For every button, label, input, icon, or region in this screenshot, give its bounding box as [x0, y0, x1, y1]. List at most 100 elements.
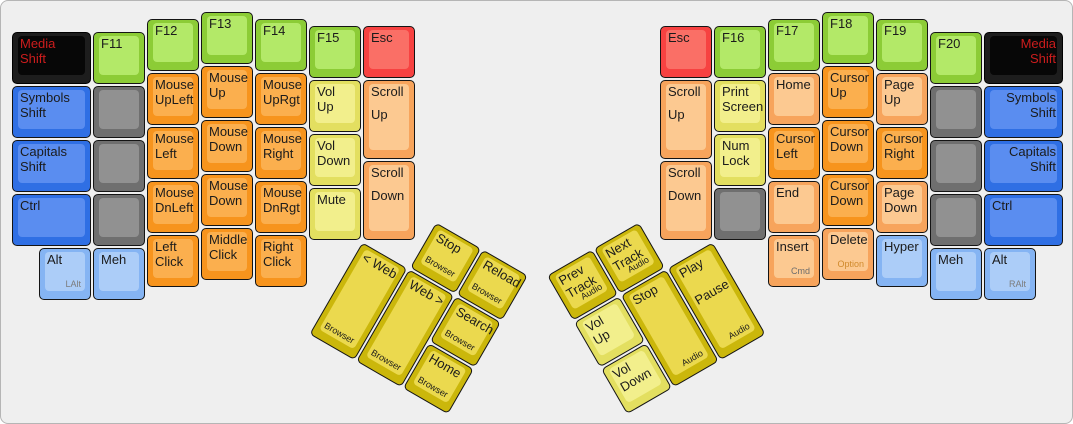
- mouse-up-key[interactable]: Mouse Up: [201, 66, 253, 118]
- alt-left-key[interactable]: Alt LAlt: [39, 248, 91, 301]
- key-label: Scroll Down: [371, 165, 408, 203]
- scroll-up-right-key[interactable]: Scroll Up: [660, 79, 712, 159]
- key-label: Ctrl: [992, 198, 1056, 213]
- keycap-face: [936, 252, 976, 292]
- meh-right-key[interactable]: Meh: [930, 248, 982, 301]
- keycap-face: [261, 238, 301, 278]
- key-label: F12: [155, 23, 192, 38]
- mouse-dnleft-key[interactable]: Mouse DnLeft: [147, 180, 199, 233]
- keycap-face: [18, 198, 85, 238]
- cursor-up-key[interactable]: Cursor Up: [822, 66, 874, 118]
- right-click-key[interactable]: Right Click: [255, 234, 307, 287]
- home-key[interactable]: Home: [768, 72, 820, 125]
- capitals-shift-left-key[interactable]: Capitals Shift: [12, 140, 91, 193]
- key-label: Cursor Down: [830, 124, 869, 154]
- vol-up-left-key[interactable]: Vol Up: [309, 79, 361, 132]
- scroll-up-left-key[interactable]: Scroll Up: [363, 79, 415, 159]
- print-screen-key[interactable]: Print Screen: [714, 79, 766, 132]
- media-shift-right-key[interactable]: Media Shift: [984, 32, 1063, 85]
- delete-key[interactable]: Delete Option: [822, 228, 874, 280]
- f14-key[interactable]: F14: [255, 18, 307, 71]
- key-label-line: Cursor: [830, 178, 870, 193]
- key-label: Mouse Down: [209, 124, 248, 154]
- media-shift-left-key[interactable]: Media Shift: [12, 32, 91, 85]
- blank-left-2-key[interactable]: [93, 140, 145, 193]
- left-click-key[interactable]: Left Click: [147, 234, 199, 287]
- mute-key[interactable]: Mute: [309, 187, 361, 240]
- keycap-face: [18, 144, 85, 184]
- key-label-line: Esc: [371, 29, 393, 45]
- ctrl-left-key[interactable]: Ctrl: [12, 194, 91, 247]
- f18-key[interactable]: F18: [822, 12, 874, 64]
- meh-left-key[interactable]: Meh: [93, 248, 145, 301]
- key-label-line: Mouse: [209, 70, 249, 85]
- keycap-face: [207, 16, 247, 55]
- mouse-left-key[interactable]: Mouse Left: [147, 126, 199, 179]
- esc-left-key[interactable]: Esc: [363, 25, 415, 78]
- mouse-dnrgt-key[interactable]: Mouse DnRgt: [255, 180, 307, 233]
- f15-key[interactable]: F15: [309, 25, 361, 78]
- key-label: F17: [776, 23, 813, 38]
- blank-right-1-key[interactable]: [714, 187, 766, 240]
- cursor-down-2-key[interactable]: Cursor Down: [822, 174, 874, 226]
- key-label-line: Mouse: [263, 130, 303, 146]
- cursor-down-1-key[interactable]: Cursor Down: [822, 120, 874, 172]
- end-key[interactable]: End: [768, 180, 820, 233]
- middle-click-key[interactable]: Middle Click: [201, 228, 253, 280]
- scroll-down-left-key[interactable]: Scroll Down: [363, 160, 415, 240]
- blank-right-2-key[interactable]: [930, 86, 982, 139]
- key-label-line: Up: [209, 85, 226, 100]
- f17-key[interactable]: F17: [768, 18, 820, 71]
- keycap-face: [666, 83, 706, 150]
- f20-key[interactable]: F20: [930, 32, 982, 85]
- keycap-face: [315, 137, 355, 177]
- page-down-key[interactable]: Page Down: [876, 180, 928, 233]
- mouse-right-key[interactable]: Mouse Right: [255, 126, 307, 179]
- key-label-line: F13: [209, 16, 232, 31]
- vol-down-left-key[interactable]: Vol Down: [309, 133, 361, 186]
- mouse-down-2-key[interactable]: Mouse Down: [201, 174, 253, 226]
- hyper-key[interactable]: Hyper: [876, 234, 928, 287]
- mouse-uprgt-key[interactable]: Mouse UpRgt: [255, 72, 307, 125]
- key-label-line: Middle: [209, 232, 248, 247]
- key-label-line: F14: [263, 22, 286, 38]
- insert-key[interactable]: Insert Cmd: [768, 234, 820, 287]
- key-label-line: Shift: [1029, 105, 1056, 121]
- page-up-key[interactable]: Page Up: [876, 72, 928, 125]
- keycap-face: [261, 76, 301, 116]
- f19-key[interactable]: F19: [876, 18, 928, 71]
- key-label: Middle Click: [209, 232, 248, 262]
- f16-key[interactable]: F16: [714, 25, 766, 78]
- key-label: F11: [101, 36, 138, 51]
- keycap-face: [666, 29, 706, 69]
- capitals-shift-right-key[interactable]: Capitals Shift: [984, 140, 1063, 193]
- key-label: Print Screen: [722, 84, 763, 114]
- cursor-left-key[interactable]: Cursor Left: [768, 126, 820, 179]
- blank-right-4-key[interactable]: [930, 194, 982, 247]
- key-label: Left Click: [155, 239, 192, 269]
- key-label-line: F17: [776, 22, 799, 38]
- mouse-down-1-key[interactable]: Mouse Down: [201, 120, 253, 172]
- cursor-right-key[interactable]: Cursor Right: [876, 126, 928, 179]
- f11-key[interactable]: F11: [93, 32, 145, 85]
- scroll-down-right-key[interactable]: Scroll Down: [660, 160, 712, 240]
- blank-right-3-key[interactable]: [930, 140, 982, 193]
- keycap-face: [774, 76, 814, 116]
- blank-left-3-key[interactable]: [93, 194, 145, 247]
- blank-left-1-key[interactable]: [93, 86, 145, 139]
- f13-key[interactable]: F13: [201, 12, 253, 64]
- symbols-shift-right-key[interactable]: Symbols Shift: [984, 86, 1063, 139]
- alt-right-key[interactable]: Alt RAlt: [984, 248, 1036, 301]
- key-label-line: Scroll: [668, 83, 701, 99]
- key-label: Mouse DnRgt: [263, 185, 302, 215]
- ctrl-right-key[interactable]: Ctrl: [984, 194, 1063, 247]
- f12-key[interactable]: F12: [147, 18, 199, 71]
- mouse-upleft-key[interactable]: Mouse UpLeft: [147, 72, 199, 125]
- keycap-face: [882, 184, 922, 224]
- esc-right-key[interactable]: Esc: [660, 25, 712, 78]
- keycap-face: [828, 70, 868, 109]
- key-label-line: Delete: [830, 232, 868, 247]
- num-lock-key[interactable]: Num Lock: [714, 133, 766, 186]
- symbols-shift-left-key[interactable]: Symbols Shift: [12, 86, 91, 139]
- key-label-line: Shift: [20, 105, 47, 121]
